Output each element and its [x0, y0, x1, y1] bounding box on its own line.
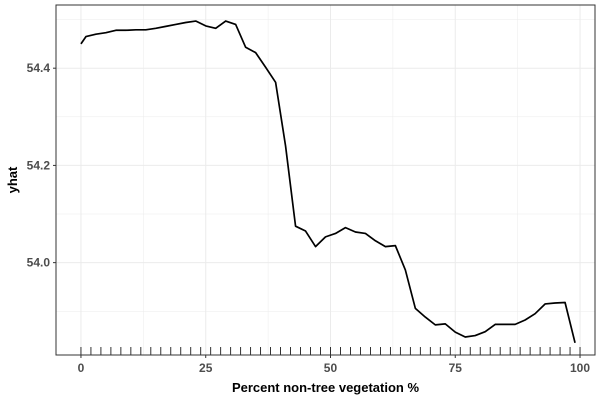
y-tick-label: 54.0	[27, 256, 51, 270]
y-tick-label: 54.2	[27, 158, 51, 172]
x-axis-title: Percent non-tree vegetation %	[232, 380, 420, 395]
rug-marks	[80, 347, 581, 355]
x-tick-label: 75	[449, 361, 463, 375]
series-line	[80, 20, 576, 344]
panel-border	[55, 4, 596, 356]
x-tick-label: 50	[324, 361, 338, 375]
series-layer	[80, 20, 576, 344]
x-tick-label: 100	[570, 361, 590, 375]
x-tick-label: 0	[78, 361, 85, 375]
axes: 0 25 50 75 100 54.0 54.2 54.4	[27, 61, 591, 375]
y-axis-title: yhat	[5, 166, 20, 193]
y-tick-label: 54.4	[27, 61, 51, 75]
grid	[56, 5, 595, 355]
x-tick-label: 25	[199, 361, 213, 375]
